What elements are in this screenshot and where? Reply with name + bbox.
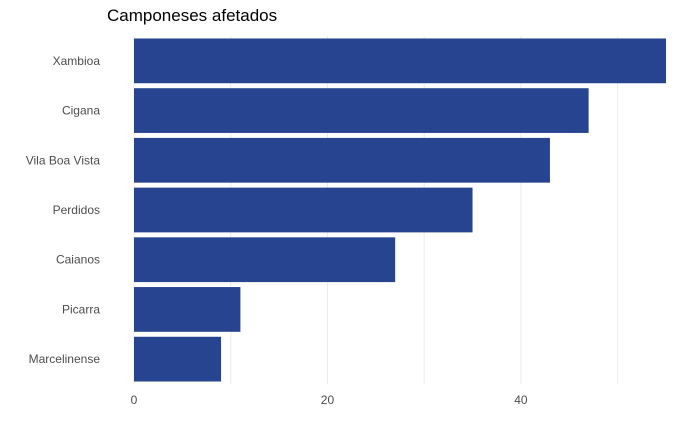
x-tick-label: 0 — [131, 393, 138, 407]
bar-cigana — [134, 88, 589, 133]
category-label: Picarra — [62, 302, 100, 316]
bar-xambioa — [134, 38, 666, 83]
bar-vila-boa-vista — [134, 138, 550, 183]
category-label: Marcelinense — [29, 352, 101, 366]
bars — [134, 38, 666, 381]
bar-perdidos — [134, 188, 473, 233]
x-tick-label: 40 — [514, 393, 528, 407]
category-label: Xambioa — [53, 54, 101, 68]
x-tick-label: 20 — [321, 393, 335, 407]
x-tick-labels: 0 20 40 — [131, 393, 528, 407]
category-label: Perdidos — [53, 203, 100, 217]
bar-picarra — [134, 287, 240, 332]
category-label: Caianos — [56, 253, 100, 267]
category-labels: Xambioa Cigana Vila Boa Vista Perdidos Caian… — [26, 54, 101, 366]
bar-caianos — [134, 237, 395, 282]
category-label: Vila Boa Vista — [26, 153, 101, 167]
bar-marcelinense — [134, 337, 221, 382]
category-label: Cigana — [62, 104, 100, 118]
